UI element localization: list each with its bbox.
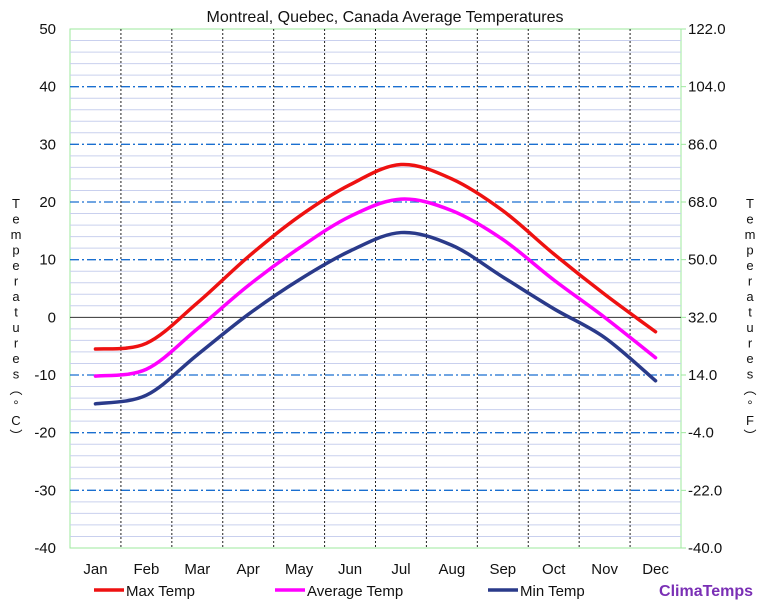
axis-title-glyph: e <box>746 212 753 227</box>
axis-title-glyph: s <box>747 367 754 382</box>
brand-logo[interactable]: ClimaTemps <box>659 583 753 600</box>
series-lines <box>93 162 658 406</box>
left-axis-tick-label: 10 <box>39 252 56 269</box>
x-axis-tick-label: Aug <box>439 561 466 578</box>
axis-title-glyph: F <box>746 413 754 428</box>
left-axis-tick-label: 30 <box>39 136 56 153</box>
max-temp-line <box>93 162 658 351</box>
x-axis-tick-label: Sep <box>489 561 516 578</box>
axis-title-glyph: e <box>746 258 753 273</box>
axis-title-glyph: u <box>12 320 19 335</box>
left-axis-tick-label: 20 <box>39 194 56 211</box>
axis-title-glyph: r <box>748 336 753 351</box>
right-axis-tick-label: 122.0 <box>688 21 726 38</box>
right-axis-tick-label: -4.0 <box>688 425 714 442</box>
axis-title-glyph: ︶ <box>743 429 756 444</box>
axis-title-glyph: ︵ <box>9 382 22 397</box>
right-axis-tick-label: 32.0 <box>688 309 717 326</box>
x-axis-tick-label: May <box>285 561 314 578</box>
axis-title-glyph: a <box>12 289 20 304</box>
average-temp-line <box>93 197 658 378</box>
legend-label: Average Temp <box>307 583 403 600</box>
x-axis-tick-label: Dec <box>642 561 669 578</box>
right-axis-tick-label: 50.0 <box>688 252 717 269</box>
right-axis-tick-label: 104.0 <box>688 79 726 96</box>
right-axis-tick-label: 14.0 <box>688 367 717 384</box>
axis-title-glyph: m <box>11 227 22 242</box>
left-axis-tick-label: 40 <box>39 79 56 96</box>
left-axis-ticks: 50 40 30 20 10 0 -10 -20 -30 -40 <box>34 21 56 557</box>
axis-title-glyph: T <box>746 196 754 211</box>
axis-title-glyph: m <box>745 227 756 242</box>
right-axis-title: Temperatures︵°F︶ <box>743 196 756 444</box>
axis-title-glyph: u <box>746 320 753 335</box>
x-axis-tick-label: Feb <box>133 561 159 578</box>
left-axis-tick-label: 0 <box>48 309 56 326</box>
left-axis-tick-label: -30 <box>34 482 56 499</box>
chart-title: Montreal, Quebec, Canada Average Tempera… <box>207 9 564 26</box>
month-gridlines <box>120 29 631 548</box>
right-axis-tick-label: 68.0 <box>688 194 717 211</box>
axis-title-glyph: ︶ <box>9 429 22 444</box>
axis-title-glyph: t <box>14 305 18 320</box>
x-axis-tick-label: Jul <box>391 561 410 578</box>
x-axis-tick-label: Oct <box>542 561 566 578</box>
left-axis-tick-label: -20 <box>34 425 56 442</box>
x-axis-tick-label: Jan <box>83 561 107 578</box>
left-axis-tick-label: 50 <box>39 21 56 38</box>
min-temp-line <box>93 230 658 406</box>
right-axis-tick-label: 86.0 <box>688 136 717 153</box>
axis-title-glyph: a <box>746 289 754 304</box>
x-axis-tick-label: Jun <box>338 561 362 578</box>
axis-title-glyph: ° <box>13 398 18 413</box>
x-axis-tick-label: Apr <box>237 561 260 578</box>
axis-title-glyph: r <box>14 336 19 351</box>
axis-title-glyph: p <box>12 243 19 258</box>
axis-title-glyph: T <box>12 196 20 211</box>
axis-title-glyph: e <box>12 258 19 273</box>
right-axis-ticks: 122.0 104.0 86.0 68.0 50.0 32.0 14.0 -4.0 -22.0 -… <box>681 21 726 557</box>
right-axis-tick-label: -40.0 <box>688 540 722 557</box>
axis-title-glyph: C <box>11 413 20 428</box>
legend-label: Min Temp <box>520 583 585 600</box>
right-axis-tick-label: -22.0 <box>688 482 722 499</box>
axis-title-glyph: r <box>748 274 753 289</box>
legend: Max Temp Average Temp Min Temp <box>94 583 585 600</box>
axis-title-glyph: r <box>14 274 19 289</box>
left-axis-tick-label: -40 <box>34 540 56 557</box>
axis-title-glyph: s <box>13 367 20 382</box>
axis-title-glyph: e <box>12 212 19 227</box>
x-axis-ticks: Jan Feb Mar Apr May Jun Jul Aug Sep Oct Nov Dec <box>83 561 669 578</box>
left-axis-title: Temperatures︵°C︶ <box>9 196 22 444</box>
axis-title-glyph: ° <box>747 398 752 413</box>
axis-title-glyph: t <box>748 305 752 320</box>
left-axis-tick-label: -10 <box>34 367 56 384</box>
axis-title-glyph: p <box>746 243 753 258</box>
axis-title-glyph: e <box>12 351 19 366</box>
axis-title-glyph: e <box>746 351 753 366</box>
legend-label: Max Temp <box>126 583 195 600</box>
x-axis-tick-label: Mar <box>184 561 210 578</box>
axis-title-glyph: ︵ <box>743 382 756 397</box>
x-axis-tick-label: Nov <box>591 561 618 578</box>
